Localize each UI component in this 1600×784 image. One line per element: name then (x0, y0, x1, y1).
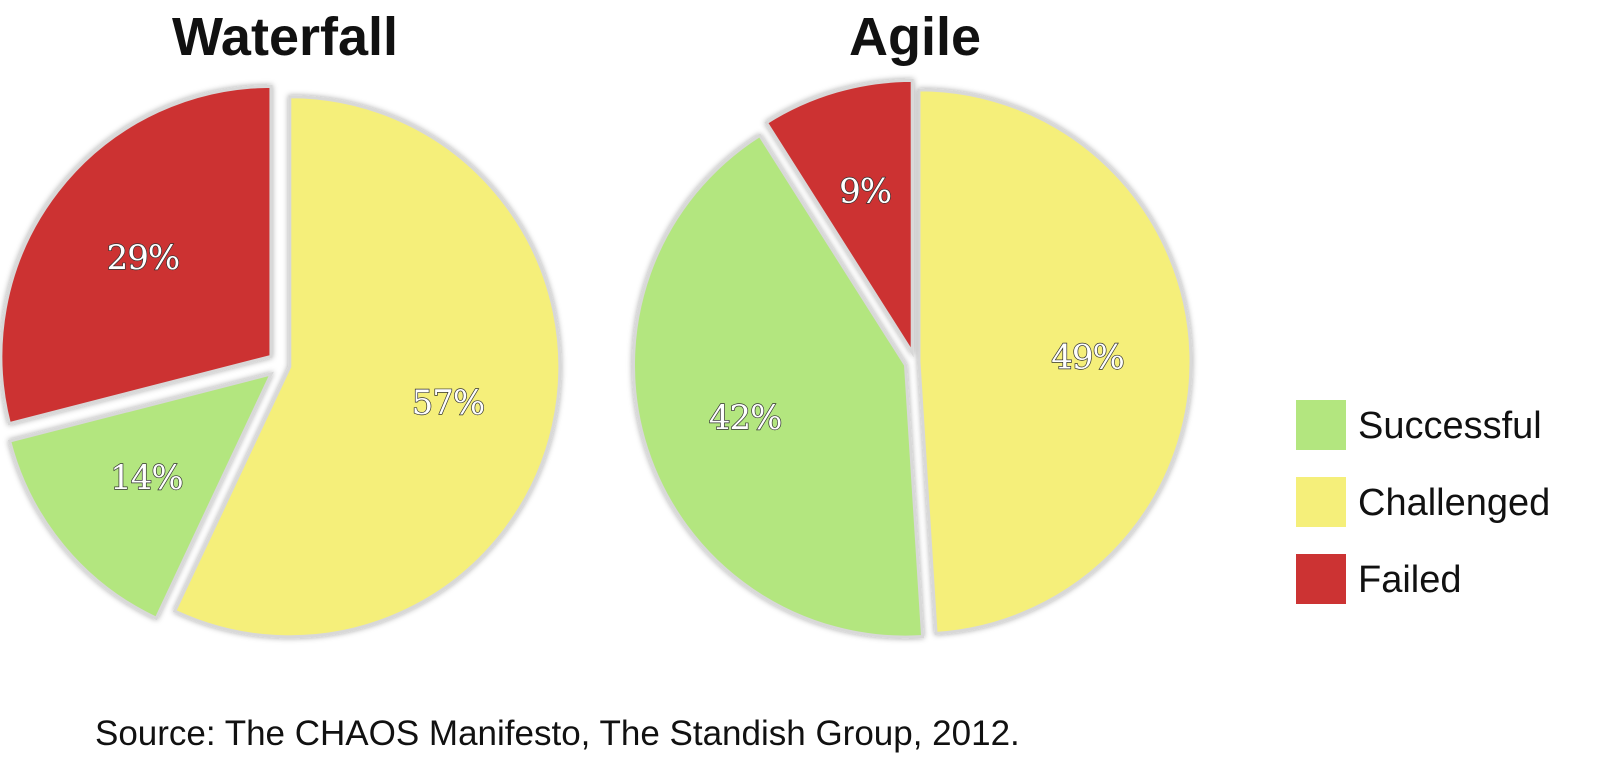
legend-swatch-successful (1296, 400, 1346, 450)
agile-slice-challenged (917, 88, 1193, 635)
legend-swatch-challenged (1296, 477, 1346, 527)
waterfall-label-failed: 29% (107, 238, 180, 278)
agile-label-challenged: 49% (1051, 338, 1124, 378)
waterfall-slice-successful (7, 371, 274, 621)
waterfall-title: Waterfall (172, 7, 398, 67)
legend-swatch-failed (1296, 554, 1346, 604)
waterfall-label-challenged: 57% (412, 383, 485, 423)
agile-chart: Agile 49% 42% 9% (632, 7, 1193, 639)
waterfall-slice-failed (0, 84, 273, 426)
agile-title: Agile (849, 7, 981, 67)
waterfall-pie: 57% 14% 29% (0, 84, 562, 639)
legend-label-successful: Successful (1358, 405, 1542, 447)
waterfall-slice-challenged (172, 95, 562, 639)
legend-label-challenged: Challenged (1358, 482, 1550, 524)
agile-slice-failed (764, 78, 914, 358)
agile-slice-successful (632, 133, 925, 639)
waterfall-label-successful: 14% (110, 458, 183, 498)
agile-label-successful: 42% (709, 398, 782, 438)
agile-label-failed: 9% (839, 171, 891, 211)
legend: Successful Challenged Failed (1296, 400, 1550, 604)
agile-pie: 49% 42% 9% (632, 78, 1193, 639)
source-note: Source: The CHAOS Manifesto, The Standis… (95, 714, 1020, 753)
waterfall-chart: Waterfall 57% 14% 29% (0, 7, 562, 639)
legend-label-failed: Failed (1358, 559, 1462, 601)
